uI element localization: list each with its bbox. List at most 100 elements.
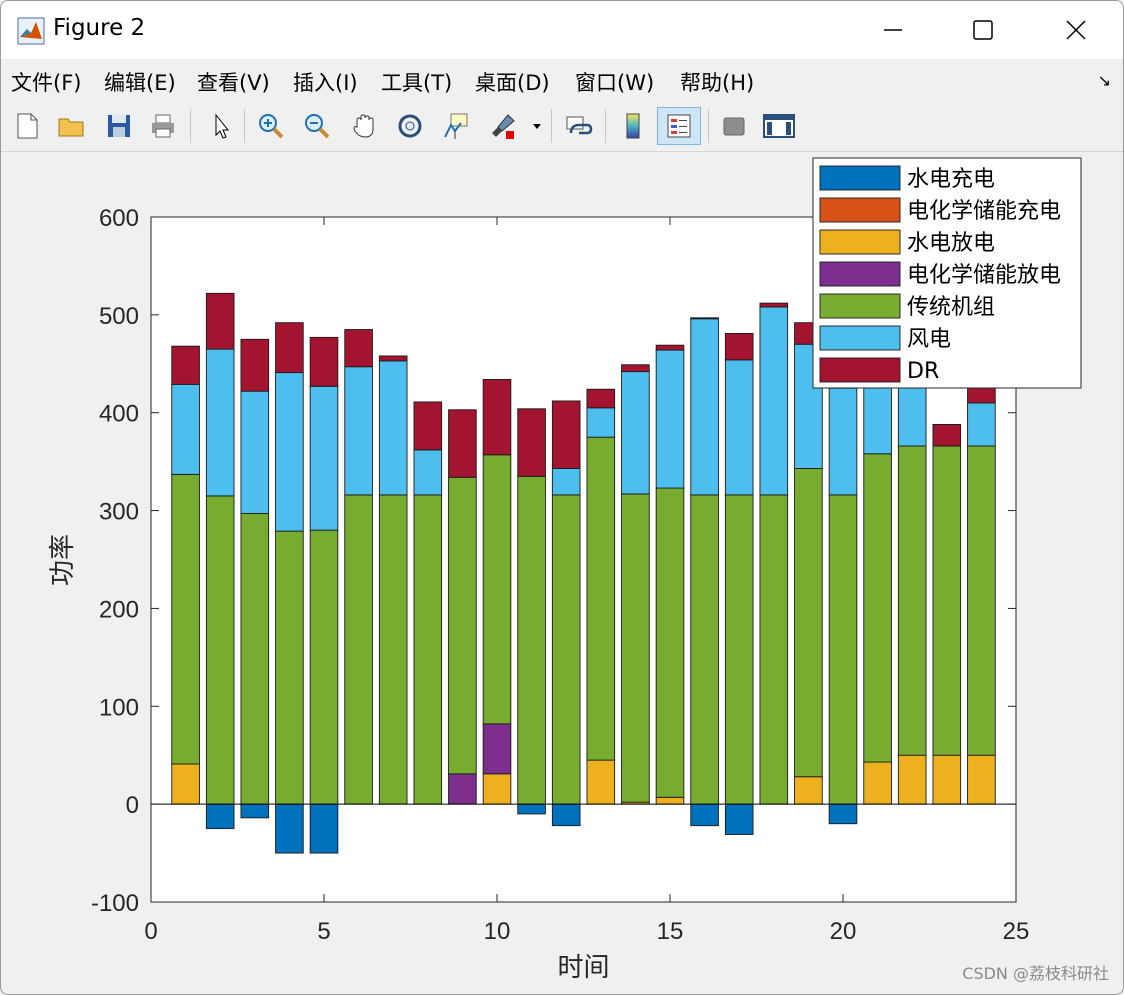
x-tick-label: 0 bbox=[144, 918, 157, 945]
bar-segment bbox=[482, 723, 512, 775]
bar-segment bbox=[482, 454, 512, 725]
bar-segment bbox=[897, 754, 927, 805]
brush-button[interactable] bbox=[485, 108, 521, 144]
y-tick-label: 600 bbox=[99, 205, 139, 232]
bar-segment bbox=[863, 761, 892, 805]
bar-segment bbox=[551, 803, 581, 827]
dock-arrow-icon[interactable]: ↘ bbox=[1097, 71, 1111, 90]
rotate-3d-icon bbox=[398, 114, 422, 138]
bar-segment bbox=[794, 468, 823, 778]
toolbar-separator bbox=[551, 109, 552, 143]
rotate-3d-button[interactable] bbox=[392, 108, 428, 144]
menu-file[interactable]: 文件(F) bbox=[11, 71, 82, 95]
bar-segment bbox=[275, 530, 304, 805]
legend-swatch bbox=[819, 325, 901, 351]
axes-box bbox=[150, 216, 1017, 903]
bar-segment bbox=[275, 372, 304, 532]
menu-help[interactable]: 帮助(H) bbox=[680, 71, 755, 95]
menu-view[interactable]: 查看(V) bbox=[197, 71, 270, 95]
bar-segment bbox=[586, 407, 616, 438]
bar-segment bbox=[690, 494, 719, 805]
bar-segment bbox=[309, 803, 339, 854]
legend-swatch bbox=[819, 293, 901, 319]
bar-segment bbox=[205, 292, 235, 350]
print-button[interactable] bbox=[145, 108, 181, 144]
toolbar-separator bbox=[708, 109, 709, 143]
brush-icon bbox=[492, 114, 515, 139]
bar-segment bbox=[171, 473, 200, 765]
bar-segment bbox=[621, 493, 650, 803]
bar-segment bbox=[240, 803, 270, 819]
bar-segment bbox=[482, 773, 512, 805]
x-tick-label: 5 bbox=[317, 918, 330, 945]
legend-swatch bbox=[819, 165, 901, 191]
legend-swatch bbox=[819, 229, 901, 255]
bar-segment bbox=[724, 359, 754, 496]
bar-segment bbox=[621, 364, 650, 373]
minimize-icon bbox=[884, 29, 902, 31]
legend-label: 传统机组 bbox=[907, 295, 995, 320]
menu-desktop[interactable]: 桌面(D) bbox=[475, 71, 550, 95]
bar-segment bbox=[309, 529, 339, 805]
insert-colorbar-button[interactable] bbox=[615, 108, 651, 144]
x-tick-label: 15 bbox=[657, 918, 684, 945]
menu-window[interactable]: 窗口(W) bbox=[575, 71, 655, 95]
menu-edit[interactable]: 编辑(E) bbox=[104, 71, 176, 95]
bar-segment bbox=[413, 401, 443, 451]
edit-plot-button[interactable] bbox=[203, 108, 239, 144]
new-file-icon bbox=[17, 113, 38, 139]
insert-legend-button[interactable] bbox=[657, 107, 701, 145]
bar-segment bbox=[794, 776, 823, 805]
bar-segment bbox=[551, 494, 581, 805]
bar-segment bbox=[448, 476, 477, 775]
bar-segment bbox=[897, 445, 927, 756]
brush-dropdown[interactable] bbox=[527, 108, 547, 144]
bar-segment bbox=[967, 445, 996, 756]
menu-tools[interactable]: 工具(T) bbox=[381, 71, 453, 95]
legend-swatch bbox=[819, 357, 901, 383]
select-arrow-icon bbox=[215, 113, 230, 139]
bar-segment bbox=[655, 344, 685, 351]
bar-segment bbox=[586, 759, 616, 805]
toolbar-separator bbox=[605, 109, 606, 143]
toolbar bbox=[1, 101, 1123, 152]
minimize-button[interactable] bbox=[863, 9, 923, 51]
chevron-down-icon bbox=[533, 124, 541, 129]
print-icon bbox=[152, 114, 174, 138]
toolbar-separator bbox=[190, 109, 191, 143]
close-button[interactable] bbox=[1046, 9, 1106, 51]
zoom-out-button[interactable] bbox=[299, 108, 335, 144]
save-button[interactable] bbox=[101, 108, 137, 144]
legend-label: DR bbox=[907, 359, 939, 384]
pan-button[interactable] bbox=[346, 108, 382, 144]
bar-segment bbox=[275, 803, 304, 854]
zoom-in-button[interactable] bbox=[253, 108, 289, 144]
bar-segment bbox=[378, 355, 408, 362]
bar-segment bbox=[448, 409, 477, 478]
legend-swatch bbox=[819, 261, 901, 287]
bar-segment bbox=[309, 385, 339, 531]
zoom-in-icon bbox=[259, 114, 284, 139]
y-tick-label: 0 bbox=[126, 792, 139, 819]
bar-segment bbox=[932, 754, 962, 805]
menu-insert[interactable]: 插入(I) bbox=[293, 71, 358, 95]
bar-segment bbox=[759, 306, 789, 496]
show-plot-tools-button[interactable] bbox=[761, 108, 797, 144]
pan-hand-icon bbox=[353, 114, 374, 138]
bar-segment bbox=[759, 494, 789, 805]
x-tick-label: 25 bbox=[1003, 918, 1030, 945]
y-tick-label: 400 bbox=[99, 401, 139, 428]
bar-segment bbox=[863, 453, 892, 763]
toolbar-separator bbox=[244, 109, 245, 143]
bar-segment bbox=[413, 494, 443, 805]
bar-segment bbox=[828, 494, 858, 805]
open-file-button[interactable] bbox=[53, 108, 89, 144]
new-figure-button[interactable] bbox=[9, 108, 45, 144]
hide-plot-tools-button[interactable] bbox=[716, 108, 752, 144]
bar-segment bbox=[205, 348, 235, 497]
link-plot-button[interactable] bbox=[560, 108, 596, 144]
x-axis-label: 时间 bbox=[557, 953, 609, 983]
maximize-button[interactable] bbox=[953, 9, 1013, 51]
data-cursor-button[interactable] bbox=[438, 108, 474, 144]
legend-label: 水电放电 bbox=[907, 231, 995, 256]
